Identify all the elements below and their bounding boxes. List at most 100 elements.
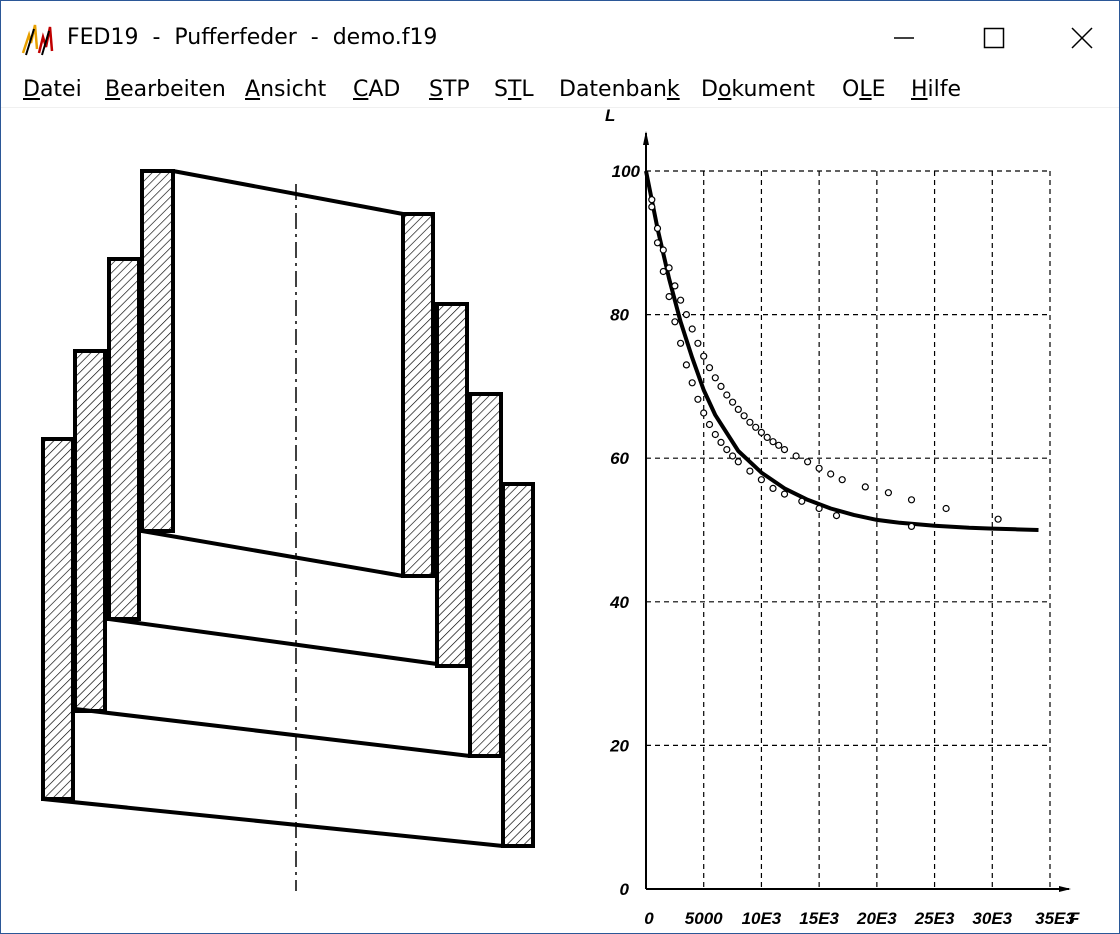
- minimize-icon: [894, 37, 914, 39]
- series-point-lower: [659, 267, 667, 276]
- series-point-lower: [757, 476, 766, 484]
- y-tick-label: 80: [610, 306, 629, 325]
- series-point-lower: [907, 522, 916, 531]
- close-icon: [1071, 27, 1093, 49]
- series-point-lower: [832, 511, 841, 520]
- menu-separator: [1, 107, 1119, 108]
- series-point-upper: [682, 311, 691, 319]
- menu-bearbeiten[interactable]: Bearbeiten: [105, 77, 226, 102]
- x-tick-label: 35E3: [1035, 909, 1075, 928]
- series-point-upper: [653, 224, 662, 232]
- right-wall-4: [501, 482, 535, 848]
- y-axis-label: L: [605, 108, 615, 125]
- x-tick-label: 25E3: [914, 909, 955, 928]
- menu-bar: Datei Bearbeiten Ansicht CAD STP STL Dat…: [1, 75, 1119, 107]
- series-point-upper: [757, 428, 766, 436]
- series-point-upper: [792, 452, 800, 460]
- series-point-lower: [798, 497, 806, 505]
- y-axis-arrow: [643, 131, 649, 145]
- close-button[interactable]: [1037, 1, 1119, 75]
- series-point-upper: [994, 515, 1002, 523]
- menu-ole[interactable]: OLE: [842, 77, 886, 102]
- y-tick-label: 60: [610, 449, 629, 468]
- minimize-button[interactable]: [859, 1, 949, 75]
- menu-ansicht[interactable]: Ansicht: [245, 77, 327, 102]
- menu-dokument[interactable]: Dokument: [701, 77, 815, 102]
- series-point-upper: [769, 438, 777, 446]
- series-point-upper: [838, 476, 846, 484]
- series-point-lower: [711, 430, 719, 439]
- series-point-lower: [700, 409, 708, 417]
- series-point-upper: [671, 282, 679, 290]
- x-tick-label: 20E3: [856, 909, 897, 928]
- series-point-upper: [763, 433, 771, 441]
- series-point-lower: [728, 452, 737, 460]
- series-point-upper: [711, 374, 719, 382]
- series-point-upper: [740, 412, 748, 420]
- series-point-lower: [769, 484, 777, 492]
- x-axis-arrow: [1059, 886, 1071, 892]
- series-point-upper: [717, 382, 725, 390]
- menu-datei[interactable]: Datei: [23, 77, 82, 102]
- menu-hilfe[interactable]: Hilfe: [911, 77, 962, 102]
- series-point-lower: [694, 395, 702, 403]
- series-point-upper: [942, 504, 950, 513]
- maximize-button[interactable]: [949, 1, 1039, 75]
- menu-cad[interactable]: CAD: [353, 77, 401, 102]
- series-point-upper: [861, 483, 869, 491]
- left-wall-3: [73, 349, 107, 713]
- series-point-upper: [688, 325, 696, 333]
- series-point-lower: [648, 203, 656, 211]
- maximize-icon: [983, 27, 1005, 49]
- series-point-lower: [734, 458, 742, 466]
- series-point-lower: [717, 438, 725, 446]
- right-wall-3: [468, 392, 503, 758]
- series-point-upper: [907, 496, 916, 504]
- y-tick-label: 100: [612, 162, 641, 181]
- series-point-upper: [884, 489, 893, 497]
- menu-datenbank[interactable]: Datenbank: [559, 77, 680, 102]
- x-tick-label: 30E3: [972, 909, 1012, 928]
- right-wall-1: [401, 212, 435, 578]
- right-wall-2: [435, 302, 469, 668]
- series-point-lower: [682, 361, 691, 369]
- series-point-upper: [665, 264, 673, 272]
- series-line-main: [644, 170, 1039, 532]
- force-length-chart: 0 20 40 60 80 100 0 5000 10E3 15E3 20E3 25E3 30E3 35E…: [605, 108, 1080, 928]
- y-tick-label: 40: [609, 593, 629, 612]
- series-point-upper: [659, 246, 667, 254]
- series-point-upper: [746, 418, 754, 426]
- series-point-lower: [723, 446, 731, 454]
- window-title: FED19 - Pufferfeder - demo.f19: [67, 25, 438, 50]
- series-point-upper: [775, 441, 783, 449]
- series-point-upper: [728, 398, 737, 406]
- series-point-lower: [653, 239, 662, 247]
- series-point-upper: [723, 391, 731, 399]
- menu-stl[interactable]: STL: [494, 77, 534, 102]
- x-tick-label: 5000: [685, 909, 723, 928]
- series-point-upper: [694, 339, 702, 347]
- series-point-upper: [827, 470, 835, 478]
- drawing-canvas: 0 20 40 60 80 100 0 5000 10E3 15E3 20E3 25E3 30E3 35E…: [41, 108, 1080, 928]
- menu-stp[interactable]: STP: [429, 77, 470, 102]
- series-point-upper: [734, 405, 742, 413]
- series-point-lower: [746, 467, 754, 475]
- series-point-lower: [705, 420, 714, 429]
- series-point-upper: [676, 296, 685, 304]
- series-point-lower: [815, 504, 823, 513]
- series-point-upper: [803, 458, 812, 466]
- spring-section-drawing: [41, 169, 535, 848]
- series-point-lower: [688, 379, 696, 387]
- series-point-upper: [648, 196, 656, 204]
- fed19-app-icon: [21, 24, 54, 56]
- series-point-upper: [700, 352, 708, 360]
- left-wall-2: [107, 257, 141, 621]
- series-point-upper: [780, 446, 789, 454]
- series-point-lower: [671, 318, 679, 326]
- y-tick-label: 20: [609, 736, 629, 755]
- x-axis-label: F: [1069, 909, 1080, 928]
- series-point-upper: [815, 464, 823, 472]
- x-tick-label: 10E3: [742, 909, 782, 928]
- title-bar[interactable]: FED19 - Pufferfeder - demo.f19: [1, 1, 1119, 75]
